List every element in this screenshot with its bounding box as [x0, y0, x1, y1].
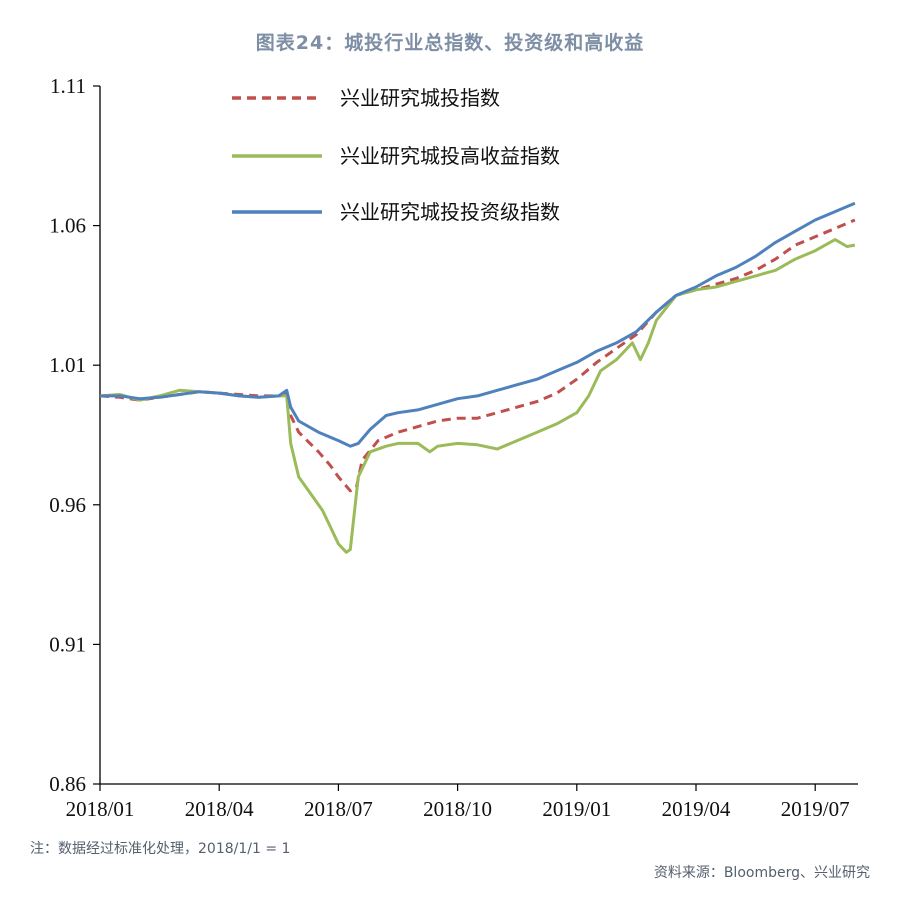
series-line-1: [99, 218, 856, 493]
x-tick-label: 2018/01: [66, 797, 135, 821]
chart-title: 图表24：城投行业总指数、投资级和高收益: [255, 32, 645, 54]
chart-series: [99, 201, 856, 554]
legend-label-1: 兴业研究城投指数: [340, 86, 500, 110]
chart-source: 资料来源：Bloomberg、兴业研究: [653, 865, 870, 881]
x-tick-label: 2018/04: [185, 797, 254, 821]
y-tick-label: 1.06: [49, 214, 86, 238]
x-tick-label: 2019/07: [781, 797, 850, 821]
legend-label-3: 兴业研究城投投资级指数: [340, 200, 560, 224]
y-tick-label: 1.11: [50, 74, 86, 98]
y-tick-label: 1.01: [49, 353, 86, 377]
y-tick-label: 0.91: [49, 632, 86, 656]
x-tick-label: 2019/01: [542, 797, 611, 821]
y-tick-label: 0.96: [49, 493, 86, 517]
y-tick-label: 0.86: [49, 772, 86, 796]
x-tick-label: 2018/10: [423, 797, 492, 821]
chart-note: 注：数据经过标准化处理，2018/1/1 = 1: [30, 841, 291, 857]
x-tick-label: 2018/07: [304, 797, 373, 821]
series-line-3: [100, 201, 856, 448]
x-tick-label: 2019/04: [662, 797, 731, 821]
legend-label-2: 兴业研究城投高收益指数: [340, 144, 560, 168]
